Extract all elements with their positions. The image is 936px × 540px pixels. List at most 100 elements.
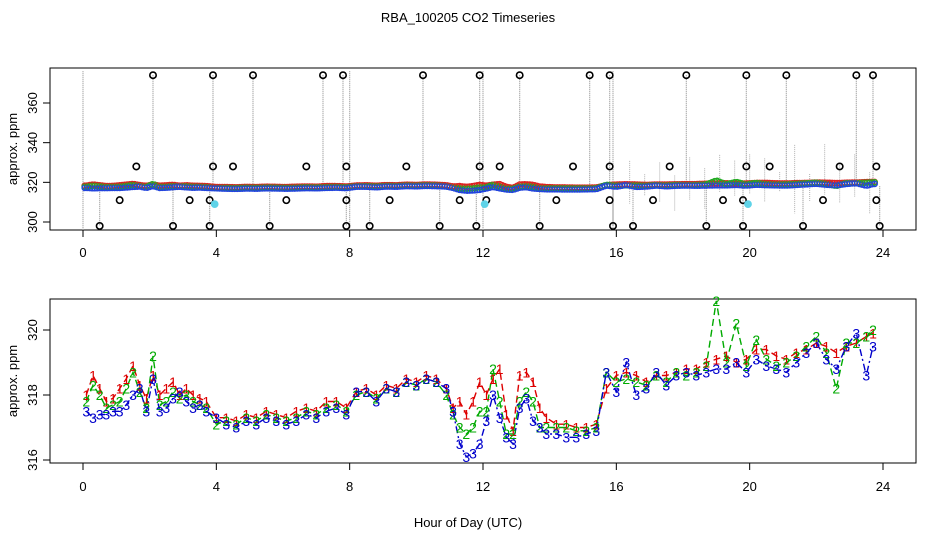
bottom-series-marker-1: 1	[812, 335, 820, 351]
top-outlier-point	[455, 196, 464, 205]
bottom-series-marker-1: 1	[552, 416, 560, 432]
bottom-series-marker-1: 1	[282, 410, 290, 426]
bottom-series-marker-2: 2	[652, 368, 660, 384]
top-outlier-point	[475, 162, 484, 171]
bottom-series-marker-1: 1	[536, 400, 544, 416]
bottom-series-marker-1: 1	[182, 381, 190, 397]
bottom-series-marker-2: 2	[102, 400, 110, 416]
bottom-series-marker-2: 2	[852, 335, 860, 351]
bottom-series-marker-1: 1	[522, 364, 530, 380]
bottom-series-marker-2: 2	[382, 381, 390, 397]
top-data-point	[871, 180, 878, 188]
bottom-series-marker-2: 2	[552, 420, 560, 436]
bottom-series-marker-2: 2	[762, 351, 770, 367]
bottom-series-marker-1: 1	[482, 387, 490, 403]
bottom-series-marker-1: 1	[102, 394, 110, 410]
bottom-series-marker-3: 3	[812, 335, 820, 351]
bottom-series-marker-1: 1	[222, 410, 230, 426]
top-vertical-spikes	[82, 71, 881, 230]
bottom-series-marker-1: 1	[712, 351, 720, 367]
top-outlier-point	[682, 71, 691, 80]
bottom-series-marker-3: 3	[732, 355, 740, 371]
top-outlier-point	[852, 71, 861, 80]
bottom-series-marker-2: 2	[822, 345, 830, 361]
top-outlier-point	[738, 221, 747, 230]
bottom-series-marker-2: 2	[832, 381, 840, 397]
bottom-series-marker-2: 2	[312, 407, 320, 423]
top-outlier-point	[95, 221, 104, 230]
top-outlier-point	[665, 162, 674, 171]
top-outlier-point	[418, 71, 427, 80]
bottom-series-marker-3: 3	[156, 403, 164, 419]
bottom-series-marker-2: 2	[136, 384, 144, 400]
bottom-series-marker-3: 3	[509, 436, 517, 452]
bottom-series-marker-1: 1	[312, 403, 320, 419]
bottom-series-marker-1: 1	[322, 394, 330, 410]
bottom-series-marker-3: 3	[332, 400, 340, 416]
bottom-series-marker-2: 2	[142, 400, 150, 416]
bottom-series-marker-3: 3	[552, 426, 560, 442]
bottom-x-tick-label: 0	[79, 479, 86, 494]
bottom-series-marker-1: 1	[202, 394, 210, 410]
bottom-series-marker-2: 2	[572, 423, 580, 439]
bottom-series-marker-3: 3	[442, 381, 450, 397]
bottom-series-marker-3: 3	[782, 364, 790, 380]
bottom-series-marker-2: 2	[282, 413, 290, 429]
bottom-series-marker-3: 3	[432, 374, 440, 390]
bottom-series-marker-1: 1	[792, 345, 800, 361]
bottom-series-line-2	[85, 300, 874, 435]
bottom-series-marker-1: 1	[612, 368, 620, 384]
bottom-series-marker-1: 1	[412, 374, 420, 390]
bottom-series-marker-3: 3	[869, 338, 877, 354]
top-outlier-point	[738, 196, 747, 205]
bottom-series-marker-2: 2	[722, 355, 730, 371]
top-y-tick-label: 320	[25, 171, 40, 193]
bottom-x-tick-label: 20	[742, 479, 756, 494]
top-outlier-point	[365, 221, 374, 230]
bottom-series-marker-3: 3	[622, 355, 630, 371]
top-outlier-point	[169, 221, 178, 230]
top-outlier-point	[149, 71, 158, 80]
chart-title: RBA_100205 CO2 Timeseries	[381, 10, 556, 25]
bottom-series-marker-2: 2	[422, 371, 430, 387]
bottom-series-marker-3: 3	[772, 361, 780, 377]
bottom-series-marker-1: 1	[449, 400, 457, 416]
top-outlier-point	[249, 71, 258, 80]
bottom-series-marker-1: 1	[772, 348, 780, 364]
bottom-series-marker-3: 3	[342, 407, 350, 423]
bottom-series-marker-3: 3	[572, 429, 580, 445]
top-outlier-point	[342, 162, 351, 171]
bottom-series-marker-3: 3	[352, 384, 360, 400]
bottom-series-marker-1: 1	[742, 351, 750, 367]
bottom-series-marker-2: 2	[89, 377, 97, 393]
top-x-tick-label: 4	[213, 245, 220, 260]
top-x-tick-label: 20	[742, 245, 756, 260]
bottom-series-marker-3: 3	[542, 426, 550, 442]
bottom-series-marker-3: 3	[392, 384, 400, 400]
bottom-series-marker-1: 1	[149, 368, 157, 384]
bottom-series-marker-2: 2	[272, 410, 280, 426]
bottom-series-marker-3: 3	[182, 394, 190, 410]
bottom-series-marker-2: 2	[496, 394, 504, 410]
bottom-series-marker-2: 2	[862, 329, 870, 345]
bottom-series-marker-3: 3	[176, 384, 184, 400]
bottom-series-marker-2: 2	[542, 420, 550, 436]
bottom-series-marker-2: 2	[182, 387, 190, 403]
bottom-series-marker-1: 1	[116, 381, 124, 397]
top-outlier-point	[798, 221, 807, 230]
bottom-series-marker-1: 1	[189, 387, 197, 403]
bottom-series-marker-3: 3	[529, 413, 537, 429]
top-outlier-point	[605, 71, 614, 80]
bottom-series-marker-3: 3	[382, 381, 390, 397]
bottom-series-marker-1: 1	[156, 387, 164, 403]
bottom-series-marker-2: 2	[402, 374, 410, 390]
bottom-series-marker-1: 1	[456, 394, 464, 410]
bottom-series-marker-1: 1	[82, 387, 90, 403]
bottom-series-marker-2: 2	[169, 384, 177, 400]
bottom-series-marker-1: 1	[432, 371, 440, 387]
top-outlier-point	[475, 71, 484, 80]
bottom-series-marker-2: 2	[869, 322, 877, 338]
bottom-series-marker-2: 2	[96, 387, 104, 403]
bottom-series-marker-2: 2	[602, 364, 610, 380]
